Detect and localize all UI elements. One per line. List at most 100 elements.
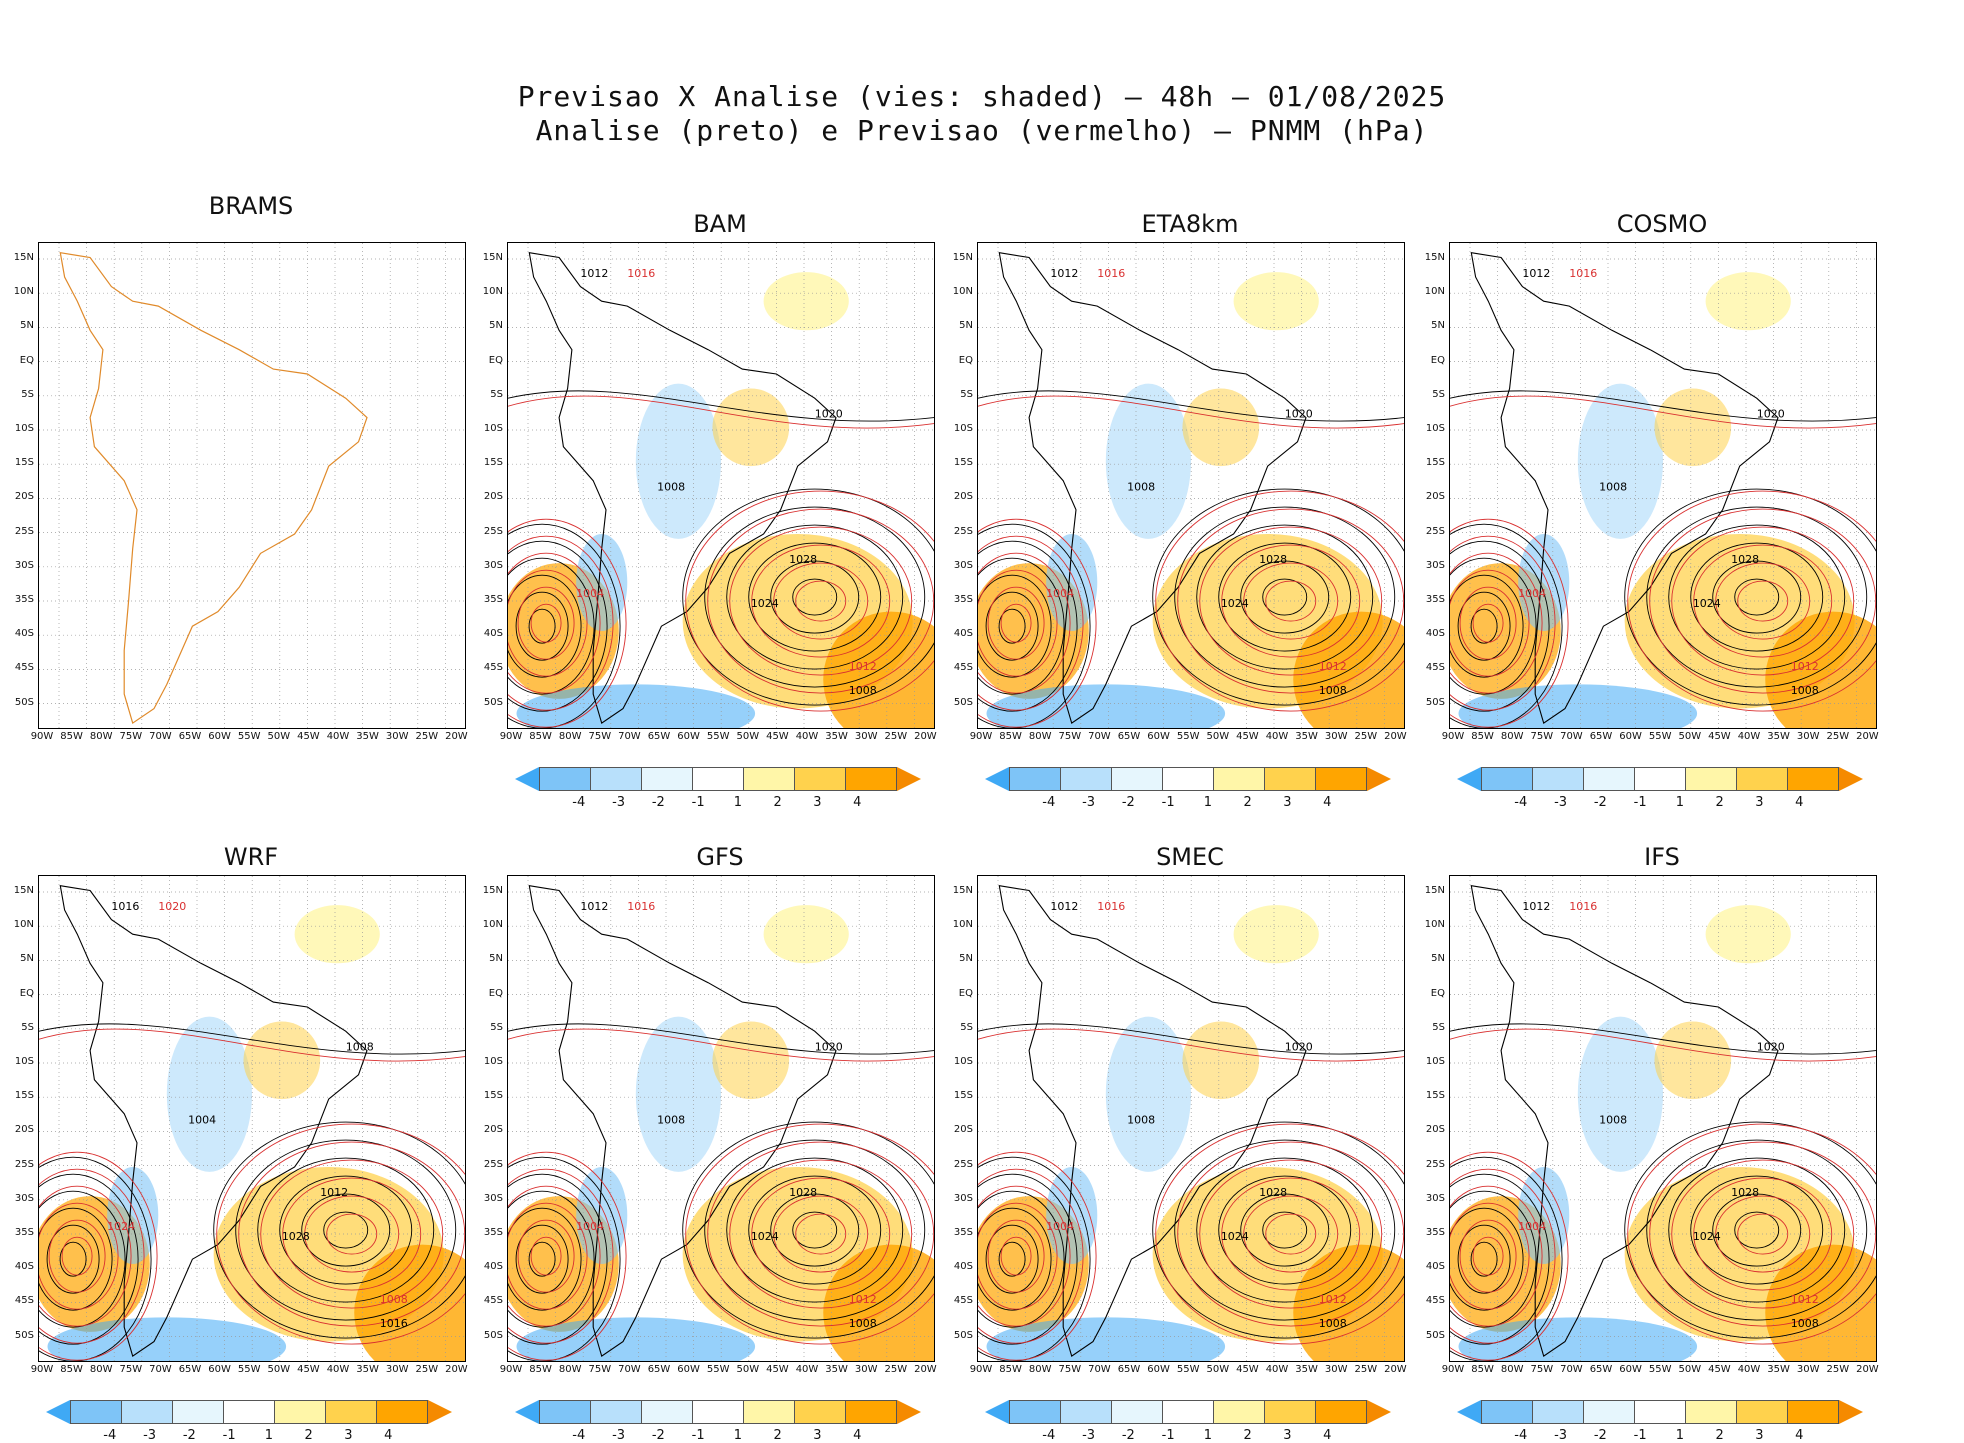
analysis-isobar	[508, 523, 621, 728]
forecast-isobar	[304, 1195, 400, 1273]
lat-tick-label: 25S	[1425, 525, 1445, 537]
lat-tick-label: 10S	[953, 423, 973, 434]
colorbar-arrow-left	[1457, 767, 1481, 791]
isobar-label: 1012	[320, 1186, 348, 1199]
analysis-isobar	[508, 1207, 582, 1311]
coastline	[998, 885, 1307, 1357]
analysis-isobar	[978, 574, 1052, 678]
forecast-isobar	[1177, 1141, 1404, 1327]
analysis-isobar	[985, 591, 1039, 661]
isobar-label: 1024	[1693, 597, 1721, 610]
forecast-isobar	[978, 1185, 1071, 1327]
forecast-isobar	[1715, 562, 1811, 640]
forecast-isobar	[508, 1168, 614, 1344]
lat-tick-label: 50S	[483, 696, 503, 708]
analysis-isobar	[1450, 1156, 1563, 1361]
lat-tick-label: 10N	[482, 919, 503, 931]
map-plot	[39, 243, 465, 728]
lon-tick-label: 50W	[736, 731, 760, 742]
lat-tick-label: 30S	[953, 559, 973, 571]
forecast-isobar	[978, 395, 1404, 429]
lat-tick-label: 20S	[483, 1124, 503, 1136]
analysis-isobar	[1450, 1023, 1876, 1055]
lat-tick-label: 15S	[14, 457, 34, 469]
lon-tick-label: 30W	[385, 1364, 409, 1375]
analysis-isobar	[978, 390, 1404, 422]
lat-tick-label: 5S	[1432, 388, 1445, 400]
bias-shading	[1458, 684, 1698, 728]
isobar-label: 1004	[576, 1220, 604, 1233]
colorbar	[515, 1400, 921, 1424]
forecast-isobar	[1243, 1195, 1339, 1273]
main-subtitle: Analise (preto) e Previsao (vermelho) – …	[535, 114, 1429, 147]
lat-tick-label: 45S	[14, 1295, 34, 1307]
lon-tick-label: 65W	[647, 1364, 671, 1375]
colorbar-label: 1	[733, 795, 743, 810]
forecast-isobar	[978, 535, 1084, 711]
forecast-isobar	[39, 1028, 465, 1062]
forecast-isobar	[48, 1219, 106, 1293]
lat-tick-label: 5S	[1432, 1021, 1445, 1033]
lon-tick-label: 20W	[445, 1364, 468, 1375]
forecast-isobar	[987, 586, 1045, 660]
forecast-isobar	[1155, 490, 1404, 712]
forecast-isobar	[260, 1159, 444, 1309]
lon-tick-label: 60W	[1619, 1364, 1642, 1375]
lon-tick-label: 70W	[149, 731, 172, 742]
lon-tick-label: 50W	[267, 731, 291, 742]
isobar-label: 1028	[789, 553, 817, 566]
isobar-label: 1016	[1097, 900, 1125, 913]
forecast-isobar	[1693, 544, 1833, 658]
isobar-label: 1028	[1731, 553, 1759, 566]
isobar-label: 1008	[1791, 684, 1819, 697]
colorbar-segment	[795, 1400, 846, 1424]
lat-tick-label: 30S	[1425, 1192, 1445, 1204]
forecast-isobar	[282, 1177, 422, 1291]
bias-shading	[1182, 1021, 1260, 1100]
isobar-label: 1028	[789, 1186, 817, 1199]
lat-tick-label: 10N	[1424, 919, 1445, 931]
colorbar-label: -2	[1593, 795, 1607, 810]
lon-tick-label: 90W	[1441, 731, 1465, 742]
forecast-isobar	[508, 518, 627, 728]
isobar-label: 1016	[1097, 267, 1125, 280]
lon-tick-label: 30W	[1324, 731, 1348, 742]
lon-tick-label: 30W	[1796, 1364, 1820, 1375]
lon-tick-label: 85W	[60, 1364, 83, 1375]
analysis-isobar	[998, 608, 1026, 644]
lat-tick-label: 35S	[1425, 1227, 1445, 1238]
lon-tick-label: 35W	[1295, 1364, 1318, 1375]
analysis-isobar	[1218, 1175, 1352, 1285]
colorbar-label: -3	[612, 795, 626, 810]
colorbar-label: -1	[691, 795, 705, 810]
lon-tick-label: 40W	[795, 731, 819, 742]
forecast-isobar	[1450, 535, 1556, 711]
forecast-isobar	[508, 569, 588, 677]
colorbar-arrow-left	[515, 1400, 539, 1424]
lon-tick-label: 40W	[1265, 731, 1289, 742]
forecast-isobar	[530, 1236, 562, 1276]
forecast-isobar	[1737, 1213, 1789, 1255]
bias-shading	[712, 1021, 790, 1100]
forecast-isobar	[773, 1195, 869, 1273]
lon-tick-label: 85W	[999, 1364, 1022, 1375]
forecast-isobar	[1450, 1185, 1543, 1327]
forecast-isobar	[978, 569, 1058, 677]
analysis-isobar	[748, 542, 882, 652]
lat-tick-label: 25S	[483, 1158, 503, 1170]
lon-tick-label: 75W	[1530, 731, 1554, 742]
lat-tick-label: 5S	[21, 388, 34, 400]
lat-tick-label: 5N	[1431, 320, 1445, 332]
forecast-isobar	[729, 526, 913, 676]
lon-tick-label: 85W	[1471, 731, 1494, 742]
analysis-isobar	[39, 1173, 139, 1345]
lat-tick-label: EQ	[488, 987, 503, 999]
forecast-isobar	[508, 1028, 934, 1062]
lat-tick-label: 15N	[13, 252, 34, 263]
colorbar-segment	[1481, 767, 1533, 791]
isobar-label: 1024	[1221, 1230, 1249, 1243]
lon-tick-label: 75W	[1058, 1364, 1082, 1375]
analysis-isobar	[528, 1241, 556, 1277]
lon-tick-label: 55W	[1176, 731, 1200, 742]
map-frame: 1012 1016 1020 1008 1004 1024 1028 1012 1008	[1449, 242, 1877, 729]
